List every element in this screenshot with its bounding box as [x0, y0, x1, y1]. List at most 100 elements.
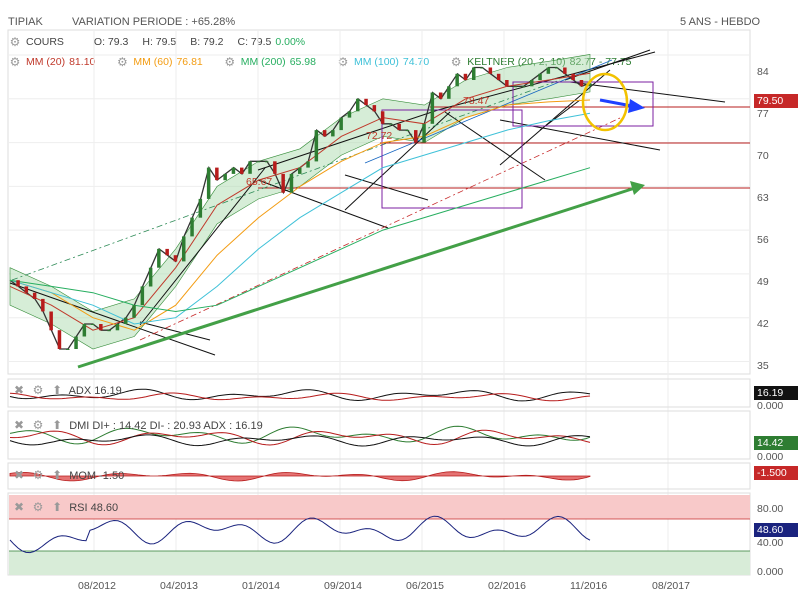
highlight-ellipse — [581, 72, 629, 132]
gear-icon[interactable]: ⚙ — [32, 418, 44, 432]
price-candle — [554, 67, 559, 69]
cours-close: C: 79.5 — [237, 36, 272, 48]
green-arrow-line — [77, 186, 636, 369]
price-candle — [414, 130, 418, 143]
price-candle — [132, 305, 136, 318]
price-candle — [430, 92, 435, 124]
dmi-controls: ✖ ⚙ ⬆ DMI DI+ : 14.42 DI- : 20.93 ADX : … — [12, 418, 263, 432]
dmi-adx-line — [9, 434, 591, 447]
x-tick: 04/2013 — [160, 580, 198, 592]
annotation-65: 65.67 — [246, 176, 272, 188]
rsi-value: 48.60 — [90, 502, 119, 514]
mm20-value: 81.10 — [69, 56, 96, 68]
price-candle — [273, 161, 277, 174]
cours-open: O: 79.3 — [93, 36, 129, 48]
mom-controls: ✖ ⚙ ⬆ MOM -1.50 — [12, 468, 124, 482]
y-tick-70: 70 — [757, 150, 769, 162]
price-candle — [480, 67, 484, 69]
trendline — [257, 109, 439, 171]
mom-panel-frame — [7, 462, 751, 490]
close-icon[interactable]: ✖ — [13, 468, 25, 482]
keltner-band — [9, 54, 591, 350]
rsi-tick-0: 0.000 — [757, 566, 784, 578]
arrow-up-icon[interactable]: ⬆ — [52, 418, 63, 432]
trendline — [344, 174, 429, 201]
x-tick: 06/2015 — [406, 580, 444, 592]
price-candle — [182, 236, 186, 262]
gear-icon[interactable]: ⚙ — [450, 55, 462, 69]
gear-icon[interactable]: ⚙ — [116, 55, 128, 69]
series-mm-60- — [9, 99, 591, 331]
close-icon[interactable]: ✖ — [13, 383, 25, 397]
mm100-value: 74.70 — [402, 56, 430, 68]
close-icon[interactable]: ✖ — [13, 500, 25, 514]
price-candle — [422, 123, 426, 143]
price-candle — [99, 324, 103, 331]
gear-icon[interactable]: ⚙ — [224, 55, 236, 69]
price-candle — [405, 130, 410, 132]
trendline — [539, 99, 581, 131]
mm100-label: MM (100) — [353, 56, 399, 68]
green-arrow-head — [630, 181, 645, 195]
price-candle — [57, 330, 62, 349]
price-candle — [347, 111, 352, 118]
adx-controls: ✖ ⚙ ⬆ ADX 16.19 — [12, 383, 122, 397]
price-candle — [380, 111, 385, 124]
price-candle — [472, 67, 476, 80]
price-candle — [198, 198, 203, 218]
trendline — [437, 51, 656, 111]
legend-cours-row: ⚙ COURS O: 79.3 H: 79.5 B: 79.2 C: 79.5 … — [8, 34, 309, 50]
close-icon[interactable]: ✖ — [13, 418, 25, 432]
adx-label: ADX — [68, 385, 92, 397]
keltner-label: KELTNER (20, 2, 10) — [467, 56, 566, 68]
mom-label: MOM — [69, 470, 97, 482]
adx-zero: 0.000 — [757, 400, 784, 412]
x-tick: 01/2014 — [242, 580, 280, 592]
main-panel-frame — [7, 29, 751, 375]
settings-gear-icon[interactable]: ⚙ — [9, 35, 21, 49]
price-candle — [289, 173, 294, 193]
gear-icon[interactable]: ⚙ — [32, 468, 44, 482]
gear-icon[interactable]: ⚙ — [32, 383, 44, 397]
price-candle — [463, 73, 468, 81]
price-candle — [215, 167, 219, 181]
arrow-up-icon[interactable]: ⬆ — [52, 468, 63, 482]
trendline — [444, 111, 546, 181]
dmi-minus-line — [9, 429, 591, 446]
price-candle — [248, 161, 252, 174]
cours-pct: 0.00% — [275, 36, 306, 48]
price-candle — [173, 255, 178, 262]
series-group — [9, 66, 592, 350]
series-mm-200- — [9, 167, 591, 313]
price-candle — [588, 83, 592, 87]
range-box — [381, 109, 523, 209]
price-candle — [16, 280, 20, 287]
y-tick-42: 42 — [757, 318, 769, 330]
price-candle — [157, 248, 161, 268]
trendline — [499, 119, 661, 151]
price-candle — [447, 86, 451, 99]
dmi-badge: 14.42 — [754, 436, 798, 450]
price-candle — [505, 80, 509, 87]
adx-panel-frame — [7, 378, 751, 408]
gear-icon[interactable]: ⚙ — [32, 500, 44, 514]
price-candle — [488, 67, 493, 74]
cours-low: B: 79.2 — [190, 36, 224, 48]
rsi-badge: 48.60 — [754, 523, 798, 537]
mom-value: -1.50 — [99, 470, 125, 482]
price-candle — [364, 98, 368, 106]
price-candle — [513, 86, 517, 88]
price-candle — [372, 105, 377, 112]
legend-indicators-row: ⚙ MM (20) 81.10 ⚙ MM (60) 76.81 ⚙ MM (20… — [8, 54, 636, 70]
arrow-up-icon[interactable]: ⬆ — [52, 500, 63, 514]
price-candle — [90, 324, 95, 325]
dmi-panel-frame — [7, 410, 751, 460]
price-candle — [530, 80, 534, 87]
gear-icon[interactable]: ⚙ — [337, 55, 349, 69]
price-candle — [538, 73, 542, 81]
mom-badge: -1.500 — [754, 466, 798, 480]
gear-icon[interactable]: ⚙ — [9, 55, 21, 69]
arrow-up-icon[interactable]: ⬆ — [52, 383, 63, 397]
variation-periode: VARIATION PERIODE : +65.28% — [72, 16, 236, 28]
